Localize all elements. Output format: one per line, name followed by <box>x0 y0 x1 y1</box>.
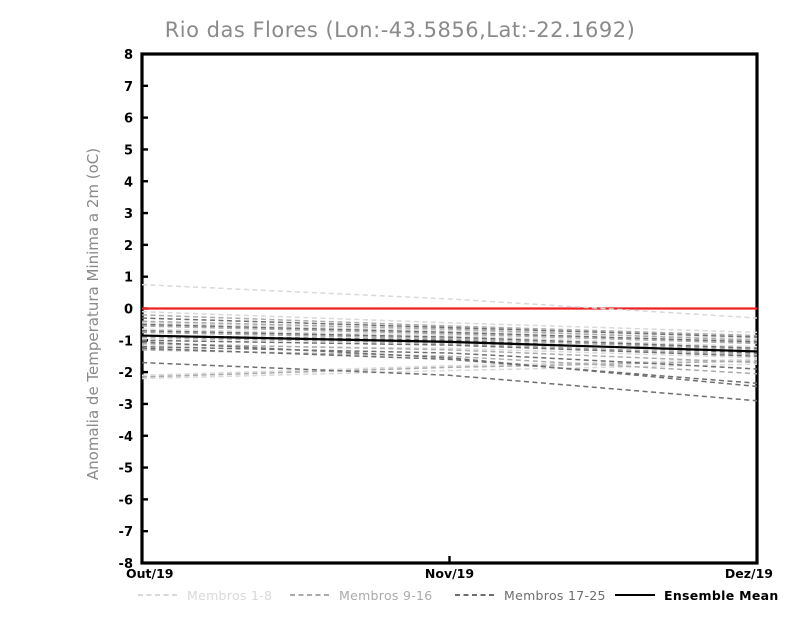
member-line <box>142 358 757 377</box>
ensemble-mean-line <box>142 334 757 353</box>
member-line <box>142 347 757 385</box>
member-line <box>142 323 757 343</box>
legend-swatch <box>138 594 178 596</box>
x-tick-label: Dez/19 <box>725 566 773 581</box>
x-tick-label: Nov/19 <box>425 566 474 581</box>
member-line <box>142 363 757 380</box>
member-line <box>142 314 757 337</box>
y-tick-label: 7 <box>124 80 133 95</box>
member-line <box>142 330 757 350</box>
legend-label: Ensemble Mean <box>664 587 779 603</box>
member-line <box>142 310 757 334</box>
member-line <box>142 339 757 357</box>
y-tick-label: 6 <box>124 112 133 127</box>
member-line <box>142 361 757 402</box>
y-tick-label: 3 <box>124 207 133 222</box>
member-line <box>142 331 757 351</box>
y-tick-label: -5 <box>119 462 133 477</box>
member-line <box>142 342 757 364</box>
member-line <box>142 320 757 342</box>
y-tick-label: 8 <box>124 48 133 63</box>
y-tick-label: -3 <box>119 398 133 413</box>
y-tick-label: -2 <box>119 366 133 381</box>
member-line <box>142 336 757 356</box>
legend-swatch <box>455 594 495 596</box>
y-tick-label: 1 <box>124 271 133 286</box>
member-line <box>142 328 757 348</box>
member-line <box>142 341 757 388</box>
y-tick-label: -8 <box>119 557 133 572</box>
y-tick-label: 5 <box>124 143 133 158</box>
x-axis-ticks: Out/19 Nov/19 Dez/19 <box>126 556 773 581</box>
y-axis-ticks: 8 7 6 5 4 3 2 1 0 -1 -2 -3 -4 -5 -6 -7 -8 <box>119 48 148 572</box>
legend-label: Membros 17-25 <box>504 587 606 603</box>
y-tick-label: -7 <box>119 525 133 540</box>
y-tick-label: -1 <box>119 334 133 349</box>
chart-title: Rio das Flores (Lon:-43.5856,Lat:-22.169… <box>164 18 636 42</box>
member-line <box>142 325 757 345</box>
legend-swatch <box>615 593 655 597</box>
member-line <box>142 317 757 338</box>
y-tick-label: -6 <box>119 493 133 508</box>
legend-label: Membros 9-16 <box>339 587 433 603</box>
member-line <box>142 283 757 319</box>
legend-label: Membros 1-8 <box>187 587 273 603</box>
legend-membros-9-16[interactable]: Membros 9-16 <box>290 586 433 604</box>
legend-membros-1-8[interactable]: Membros 1-8 <box>138 586 272 604</box>
legend-membros-17-25[interactable]: Membros 17-25 <box>455 586 606 604</box>
legend-ensemble-mean[interactable]: Ensemble Mean <box>615 586 779 604</box>
chart-legend: Membros 1-8 Membros 9-16 Membros 17-25 Ense… <box>0 586 800 606</box>
y-tick-label: 0 <box>124 303 133 318</box>
y-tick-label: -4 <box>119 430 133 445</box>
legend-swatch <box>290 594 330 596</box>
x-tick-label: Out/19 <box>126 566 173 581</box>
member-line <box>142 345 757 370</box>
y-tick-label: 2 <box>124 239 133 254</box>
y-tick-label: 4 <box>124 175 133 190</box>
series-layer <box>142 283 757 402</box>
